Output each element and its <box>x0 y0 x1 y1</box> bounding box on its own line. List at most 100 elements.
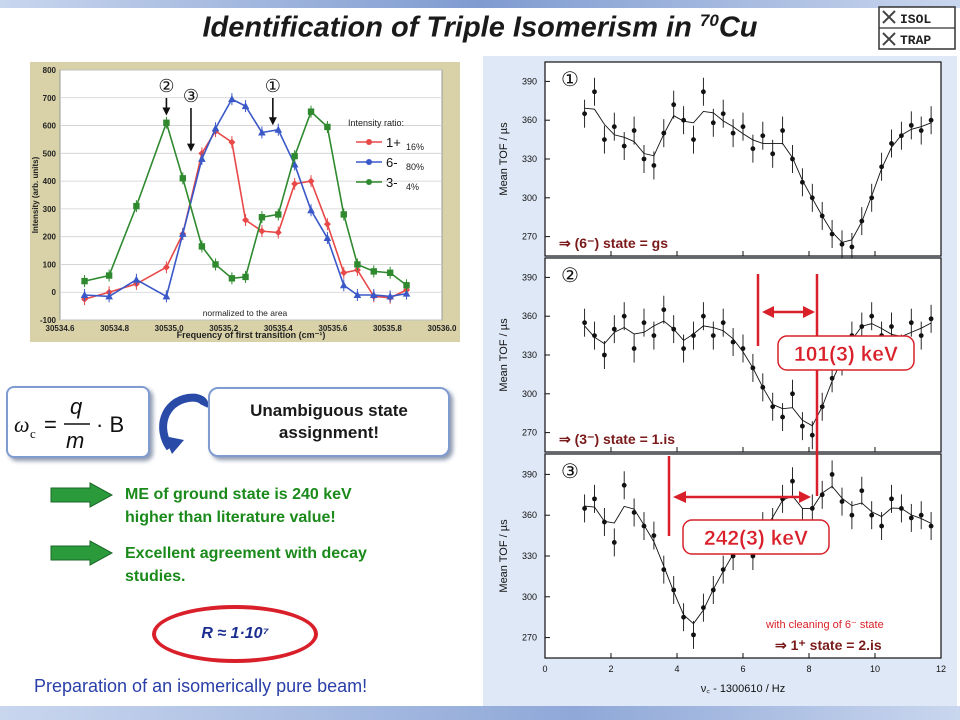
data-point <box>661 567 667 572</box>
legend-title: Intensity ratio: <box>348 118 404 128</box>
data-point <box>307 108 315 115</box>
data-point <box>631 346 637 351</box>
data-point <box>849 512 855 518</box>
y-tick-label: 300 <box>522 193 537 203</box>
x-tick-label: 12 <box>936 664 946 674</box>
data-point <box>641 320 647 326</box>
slide-title-text: Identification of Triple Isomerism in 70… <box>202 11 758 44</box>
data-point <box>720 320 726 326</box>
data-point <box>241 102 250 110</box>
data-point <box>691 333 696 338</box>
top-decoration-bar <box>0 0 960 8</box>
state-label: ⇒ 1⁺ state = 2.is <box>775 637 882 653</box>
x-tick-label: 30534.6 <box>46 324 75 333</box>
data-point <box>621 482 627 488</box>
data-point <box>258 227 266 235</box>
y-tick-label: 500 <box>43 149 57 158</box>
data-point <box>750 553 756 559</box>
data-point <box>928 117 934 123</box>
data-point <box>829 472 835 477</box>
data-point <box>790 391 795 397</box>
x-tick-label: 10 <box>870 664 880 674</box>
y-tick-label: 270 <box>522 232 537 242</box>
data-point <box>691 632 696 638</box>
data-point <box>274 229 282 236</box>
data-point <box>908 515 914 521</box>
data-point <box>602 519 607 525</box>
energy-label: 242(3) keV <box>704 527 808 550</box>
data-point <box>274 125 283 133</box>
data-point <box>800 179 805 185</box>
data-point <box>386 269 394 276</box>
data-point <box>162 292 171 300</box>
energy-label: 101(3) keV <box>794 343 898 366</box>
data-point <box>750 146 756 152</box>
legend-marker <box>366 139 372 145</box>
data-point <box>340 211 347 218</box>
data-point <box>353 291 362 298</box>
intensity-chart: -100 0 100 200 300 400 500 600 700 800 30534.6 3053… <box>30 62 460 342</box>
data-point <box>780 128 785 133</box>
data-point <box>307 206 315 214</box>
data-point <box>720 111 726 117</box>
peak-marker-label: ③ <box>183 86 199 106</box>
data-point <box>81 277 88 285</box>
y-tick-label: 0 <box>52 288 57 297</box>
data-point <box>869 512 875 518</box>
data-point <box>162 263 170 271</box>
note-ground-state: ME of ground state is 240 keV higher than… <box>125 486 352 526</box>
data-point <box>918 512 924 518</box>
x-tick-label: 30534.8 <box>100 324 129 333</box>
data-point <box>592 496 597 502</box>
data-point <box>701 605 706 611</box>
data-point <box>631 128 637 133</box>
data-point <box>819 213 825 219</box>
data-point <box>730 553 736 559</box>
data-point <box>760 384 766 390</box>
legend-ratio: 4% <box>406 182 419 192</box>
data-point <box>819 492 825 498</box>
data-point <box>228 138 236 146</box>
data-point <box>701 89 706 95</box>
y-tick-label: 330 <box>522 350 537 360</box>
data-point <box>291 180 299 188</box>
data-point <box>621 313 627 319</box>
data-point <box>770 404 776 410</box>
x-tick-label: 8 <box>806 664 811 674</box>
y-tick-label: 390 <box>522 272 537 282</box>
panel-marker-label: ③ <box>561 461 579 483</box>
data-point <box>323 220 331 228</box>
x-tick-label: 0 <box>542 664 547 674</box>
data-point <box>80 291 89 298</box>
y-tick-label: -100 <box>40 316 57 325</box>
energy-box <box>682 519 830 555</box>
y-axis-label: Mean TOF / µs <box>498 318 510 392</box>
x-tick-label: 2 <box>608 664 613 674</box>
logo-line1: ISOL <box>900 12 931 27</box>
data-point <box>889 141 894 146</box>
panel-marker-label: ① <box>561 69 579 91</box>
y-tick-label: 270 <box>522 428 537 438</box>
data-point <box>661 307 667 313</box>
normalization-note: normalized to the area <box>203 308 288 318</box>
data-point <box>720 567 726 572</box>
data-point <box>198 154 206 162</box>
x-axis-label: Frequency of first transition (cm⁻¹) <box>177 330 326 340</box>
data-point <box>770 151 776 157</box>
formula-rhs: · B <box>96 412 124 437</box>
data-point <box>859 218 865 224</box>
data-point <box>859 488 865 494</box>
legend-label: 1+ <box>386 135 401 150</box>
data-point <box>908 320 914 326</box>
data-point <box>651 533 657 538</box>
data-point <box>809 195 815 201</box>
logo-line2: TRAP <box>900 33 931 48</box>
x-tick-label: 30535.6 <box>318 324 347 333</box>
data-point <box>602 352 607 358</box>
y-tick-label: 400 <box>43 177 57 186</box>
x-tick-label: 30535.2 <box>209 324 238 333</box>
legend-label: 3- <box>386 175 398 190</box>
data-point <box>105 292 113 300</box>
data-point <box>691 137 696 142</box>
red-arrow-head <box>799 491 811 503</box>
